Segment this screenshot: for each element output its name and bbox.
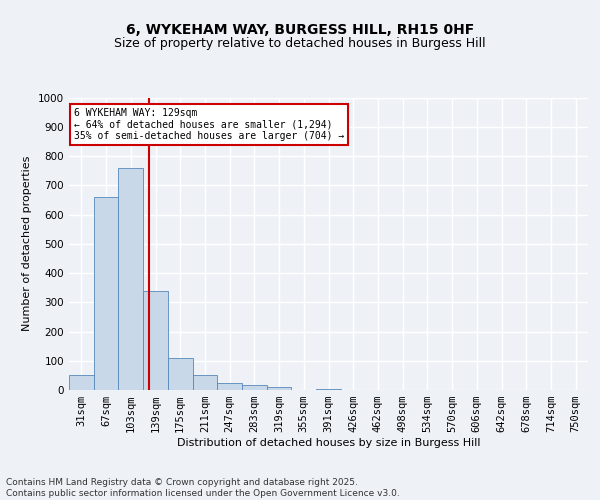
Bar <box>94 197 118 390</box>
Text: 6 WYKEHAM WAY: 129sqm
← 64% of detached houses are smaller (1,294)
35% of semi-d: 6 WYKEHAM WAY: 129sqm ← 64% of detached … <box>74 108 344 141</box>
Bar <box>168 358 193 390</box>
Bar <box>69 376 94 390</box>
Text: 6, WYKEHAM WAY, BURGESS HILL, RH15 0HF: 6, WYKEHAM WAY, BURGESS HILL, RH15 0HF <box>126 22 474 36</box>
Bar <box>316 388 341 390</box>
Bar <box>267 387 292 390</box>
X-axis label: Distribution of detached houses by size in Burgess Hill: Distribution of detached houses by size … <box>177 438 480 448</box>
Y-axis label: Number of detached properties: Number of detached properties <box>22 156 32 332</box>
Bar <box>242 384 267 390</box>
Bar <box>217 382 242 390</box>
Bar <box>118 168 143 390</box>
Text: Size of property relative to detached houses in Burgess Hill: Size of property relative to detached ho… <box>114 38 486 51</box>
Text: Contains HM Land Registry data © Crown copyright and database right 2025.
Contai: Contains HM Land Registry data © Crown c… <box>6 478 400 498</box>
Bar <box>193 376 217 390</box>
Bar <box>143 290 168 390</box>
